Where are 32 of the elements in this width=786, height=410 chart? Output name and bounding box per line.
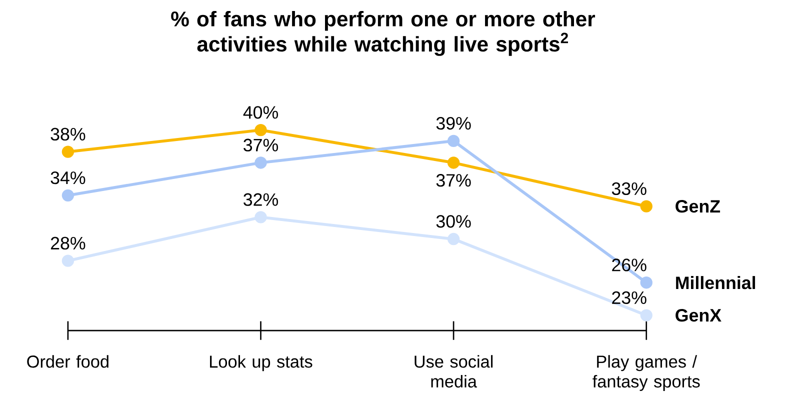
point	[254, 156, 267, 169]
data-label: 23%	[612, 291, 646, 304]
series-label: Millennial	[676, 276, 756, 290]
data-label: 34%	[50, 171, 86, 184]
point	[62, 189, 74, 202]
x-tick-label: Play games / fantasy sports	[592, 355, 700, 391]
point	[447, 156, 460, 169]
data-label: 26%	[612, 258, 646, 272]
point	[640, 200, 652, 212]
series-label: GenX	[676, 308, 722, 322]
data-label: 33%	[612, 182, 646, 196]
point	[640, 276, 652, 289]
point	[640, 309, 652, 322]
chart-title: % of fans who perform one or more other activities while watching live sports$^{2}$	[171, 10, 596, 56]
data-label: 30%	[436, 215, 471, 228]
data-label: 38%	[50, 128, 86, 141]
x-tick-label: Order food	[27, 355, 108, 368]
point	[447, 232, 460, 246]
point	[62, 254, 74, 267]
x-tick-label: Use social media	[414, 355, 493, 388]
data-label: 28%	[50, 236, 86, 250]
point	[62, 146, 74, 158]
series-label: GenZ	[676, 200, 720, 213]
data-label: 40%	[243, 106, 278, 119]
data-label: 37%	[436, 174, 471, 187]
data-label: 37%	[244, 138, 278, 152]
data-label: 32%	[244, 193, 278, 206]
point	[254, 124, 267, 136]
x-tick-label: Look up stats	[210, 355, 312, 372]
data-label: 39%	[436, 116, 471, 130]
point	[447, 134, 460, 148]
point	[254, 211, 267, 224]
